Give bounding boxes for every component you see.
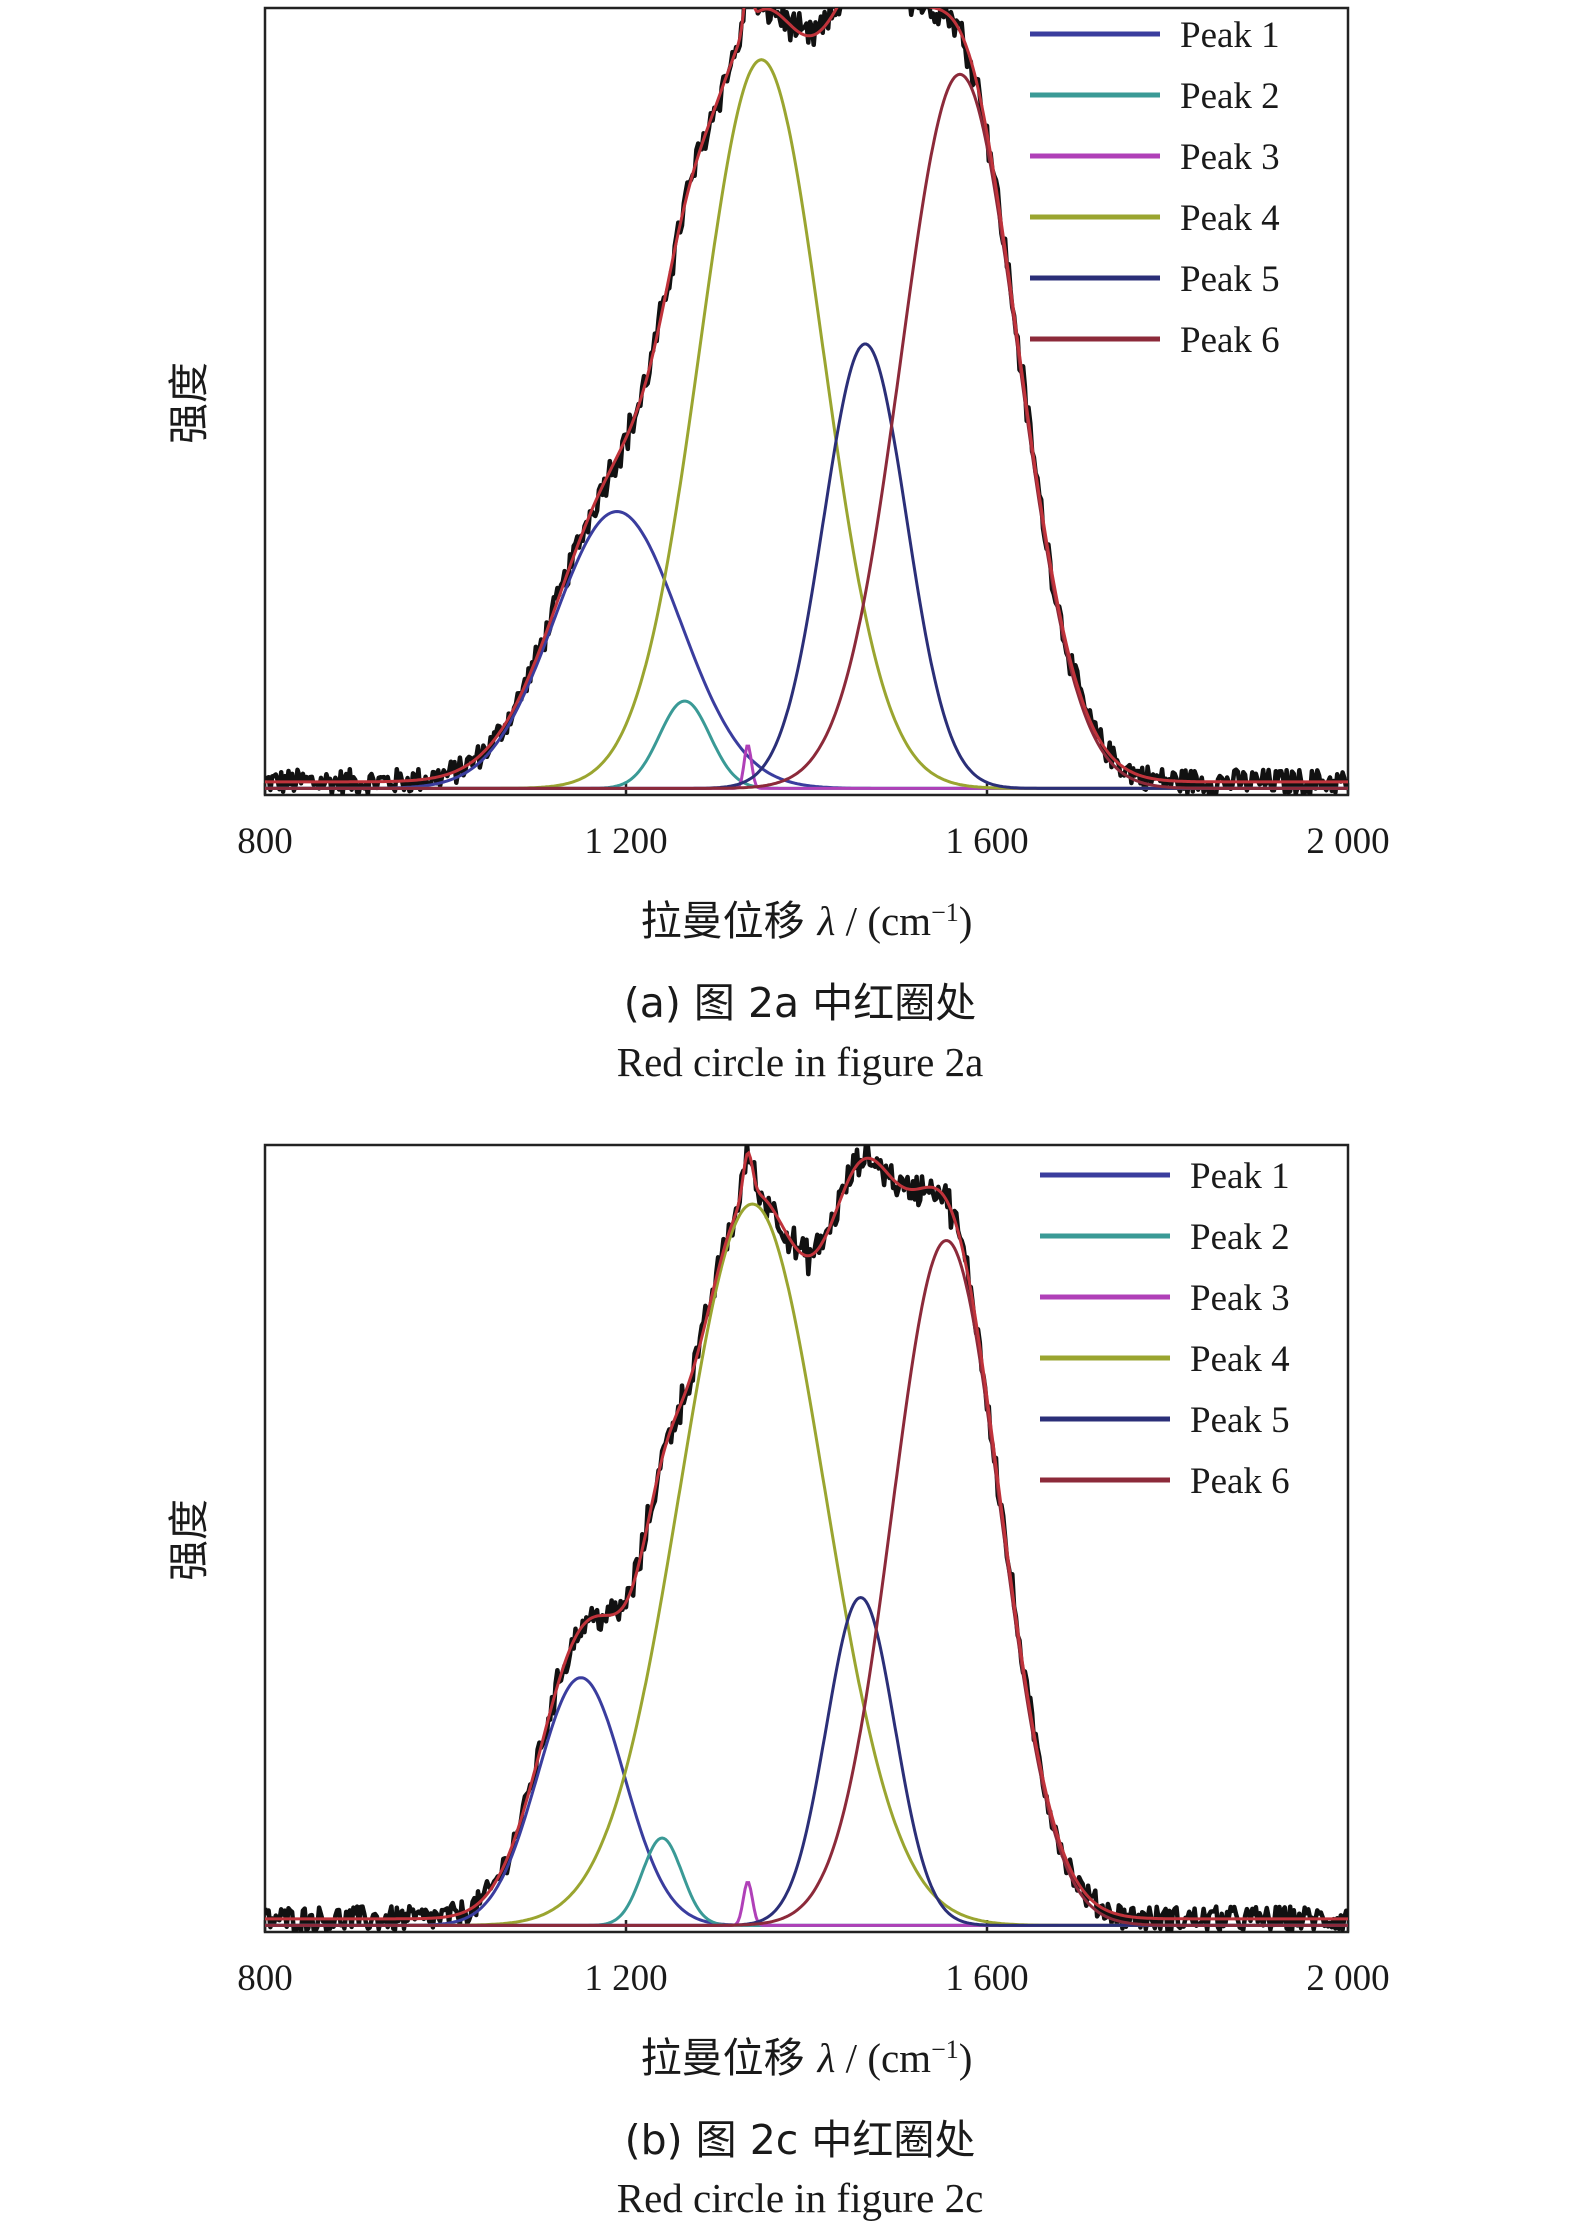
x-tick-label: 2 000 (1306, 821, 1389, 862)
caption-en: Red circle in figure 2a (617, 1039, 984, 1085)
legend-label-peak-2: Peak 2 (1190, 1217, 1290, 1258)
x-axis-label-unit: / (cm (835, 898, 931, 944)
y-axis-label: 强度 (165, 362, 213, 444)
legend-label-peak-3: Peak 3 (1180, 137, 1280, 178)
legend: Peak 1 Peak 2 Peak 3 Peak 4 Peak 5 Peak 6 (1030, 15, 1280, 361)
x-axis-label: 拉曼位移 λ / (cm−1) (641, 897, 973, 945)
legend-label-peak-5: Peak 5 (1180, 259, 1280, 300)
legend-label-peak-3: Peak 3 (1190, 1278, 1290, 1319)
fit-envelope-line (265, 8, 1348, 784)
x-axis-label: 拉曼位移 λ / (cm−1) (641, 2034, 973, 2082)
x-axis-label-text: 拉曼位移 (641, 2034, 818, 2082)
chart-panel-b: 800 1 200 1 600 2 000 拉曼位移 λ / (cm−1) 强度 Peak … (165, 1143, 1390, 2221)
x-tick-label: 800 (237, 821, 293, 862)
peak-5-line (265, 342, 1348, 790)
x-tick-label: 1 600 (945, 1958, 1028, 1999)
peak-6-line (265, 72, 1348, 790)
legend-label-peak-6: Peak 6 (1180, 320, 1280, 361)
x-axis-label-symbol: λ (817, 2035, 836, 2081)
x-axis-label-close: ) (959, 2035, 973, 2081)
legend-label-peak-6: Peak 6 (1190, 1461, 1290, 1502)
plot-frame (263, 6, 1350, 797)
caption-cn: (b) 图 2c 中红圈处 (625, 2116, 976, 2164)
x-tick-label: 2 000 (1306, 1958, 1389, 1999)
legend-label-peak-2: Peak 2 (1180, 76, 1280, 117)
plot-area (265, 8, 1348, 795)
legend: Peak 1 Peak 2 Peak 3 Peak 4 Peak 5 Peak 6 (1040, 1156, 1290, 1502)
x-tick-label: 1 200 (584, 821, 667, 862)
x-tick-label: 1 600 (945, 821, 1028, 862)
peak-5-line (265, 1595, 1348, 1927)
chart-panel-a: 800 1 200 1 600 2 000 拉曼位移 λ / (cm−1) 强度 Peak … (165, 6, 1390, 1085)
x-axis-label-sup: −1 (931, 2035, 959, 2064)
caption-en: Red circle in figure 2c (617, 2175, 984, 2221)
caption-cn: (a) 图 2a 中红圈处 (624, 979, 976, 1027)
x-axis-label-sup: −1 (931, 898, 959, 927)
legend-label-peak-4: Peak 4 (1190, 1339, 1290, 1380)
legend-label-peak-1: Peak 1 (1190, 1156, 1290, 1197)
x-axis-label-close: ) (959, 898, 973, 944)
measured-spectrum-line (265, 1145, 1348, 1932)
x-tick-label: 1 200 (584, 1958, 667, 1999)
plot-frame (263, 1143, 1350, 1934)
peak-6-line (265, 1239, 1348, 1927)
peak-1-line (265, 1676, 1348, 1927)
x-tick-label: 800 (237, 1958, 293, 1999)
peak-4-line (265, 1202, 1348, 1927)
plot-area (265, 1145, 1348, 1932)
x-axis-label-unit: / (cm (835, 2035, 931, 2081)
fit-envelope-line (265, 1150, 1348, 1921)
x-axis-label-symbol: λ (817, 898, 836, 944)
x-axis-label-text: 拉曼位移 (641, 897, 818, 945)
legend-label-peak-5: Peak 5 (1190, 1400, 1290, 1441)
measured-spectrum-line (265, 8, 1348, 795)
legend-label-peak-1: Peak 1 (1180, 15, 1280, 56)
peak-1-line (265, 509, 1348, 790)
legend-label-peak-4: Peak 4 (1180, 198, 1280, 239)
y-axis-label: 强度 (165, 1499, 213, 1581)
